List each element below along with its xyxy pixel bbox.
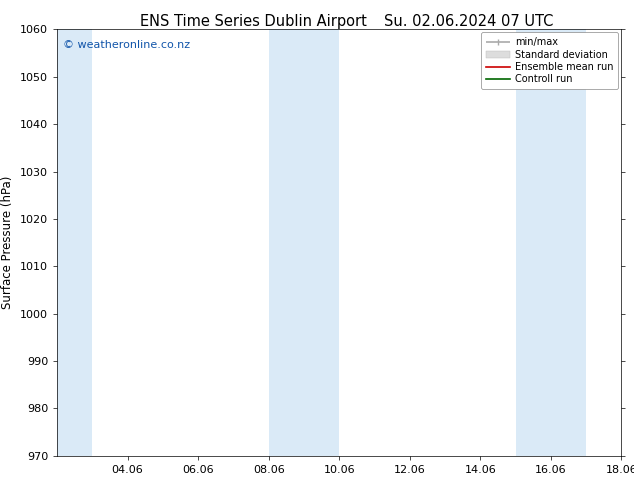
Text: Su. 02.06.2024 07 UTC: Su. 02.06.2024 07 UTC [384,14,554,29]
Text: ENS Time Series Dublin Airport: ENS Time Series Dublin Airport [140,14,367,29]
Bar [515,29,586,456]
Legend: min/max, Standard deviation, Ensemble mean run, Controll run: min/max, Standard deviation, Ensemble me… [481,32,618,89]
Text: © weatheronline.co.nz: © weatheronline.co.nz [63,40,190,50]
Bar [57,29,93,456]
Y-axis label: Surface Pressure (hPa): Surface Pressure (hPa) [1,176,15,309]
Bar [269,29,339,456]
